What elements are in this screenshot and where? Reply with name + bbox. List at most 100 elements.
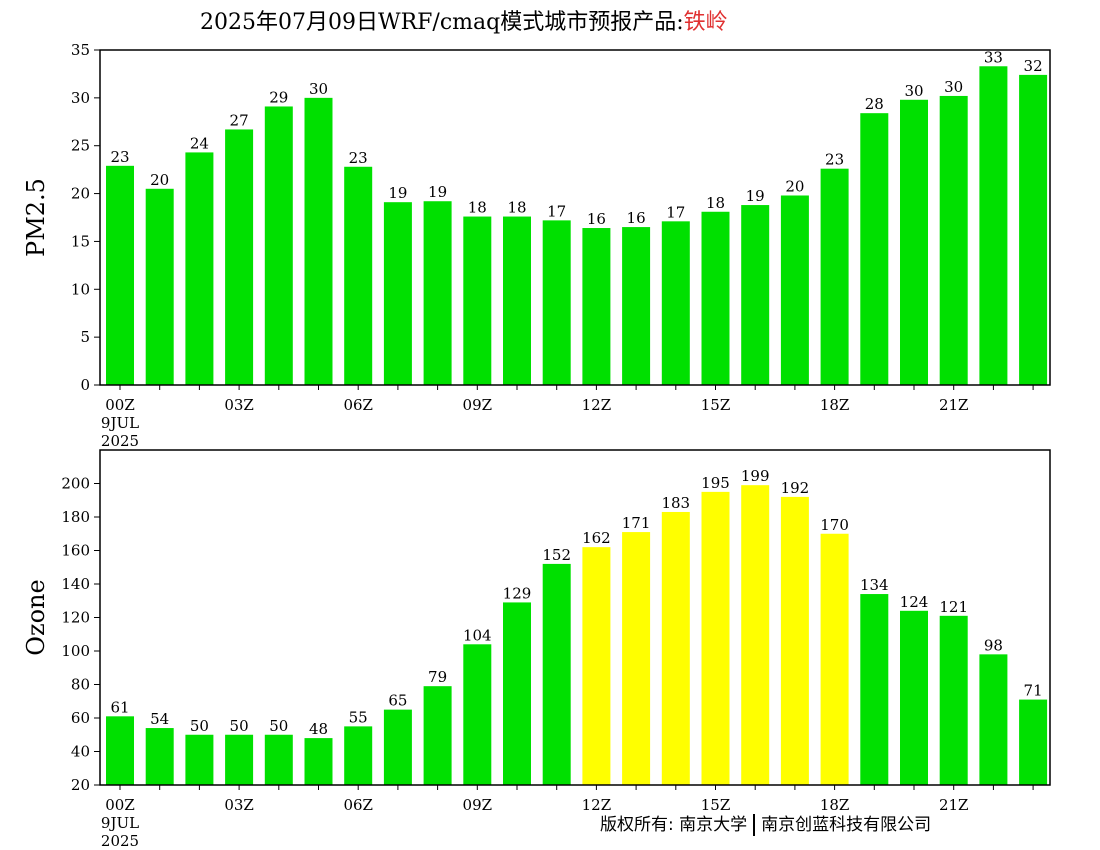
pm25-bar [106, 165, 134, 385]
ozone-value-label: 65 [388, 692, 407, 710]
ozone-panel: 61 54 50 50 50 48 55 65 79 104 129 152 162 171 183 195 1… [22, 449, 1051, 850]
pm25-value-label: 16 [587, 210, 606, 228]
copyright-right: 南京创蓝科技有限公司 [761, 815, 932, 835]
pm25-value-label: 24 [190, 134, 209, 152]
pm25-bar [145, 188, 174, 385]
ozone-bar [106, 716, 134, 785]
pm25-value-label: 23 [349, 149, 368, 167]
title-prefix: 2025年07月09日WRF/cmaq模式城市预报产品: [200, 10, 684, 35]
ozone-bar [503, 602, 531, 785]
pm25-bar [463, 216, 492, 385]
ozone-value-label: 104 [463, 626, 492, 644]
pm25-bar [304, 97, 333, 385]
ozone-y-axis-label: Ozone [22, 579, 50, 655]
pm25-value-label: 17 [547, 202, 566, 220]
ozone-bar [582, 547, 611, 785]
ozone-value-label: 171 [622, 514, 651, 532]
ozone-bar [463, 644, 492, 785]
pm25-x-tick-label: 18Z [820, 396, 850, 414]
copyright-left: 版权所有: 南京大学 [600, 815, 748, 835]
pm25-bar [661, 221, 690, 385]
ozone-value-label: 48 [309, 720, 328, 738]
ozone-x-tick-label: 21Z [939, 796, 969, 814]
pm25-value-label: 30 [904, 82, 923, 100]
ozone-value-label: 98 [984, 636, 1003, 654]
ozone-value-label: 134 [860, 576, 889, 594]
ozone-y-tick-label: 120 [61, 609, 90, 627]
ozone-bar [900, 610, 928, 785]
ozone-value-label: 162 [582, 529, 611, 547]
pm25-panel: 23 20 24 27 29 30 23 19 19 18 18 17 16 16 17 18 19 20 23 28… [22, 41, 1051, 450]
ozone-x-date-day: 9JUL [101, 814, 139, 832]
pm25-plot-frame [99, 49, 1051, 386]
ozone-value-label: 124 [900, 593, 929, 611]
title-city: 铁岭 [683, 10, 728, 35]
ozone-bar [185, 734, 214, 785]
pm25-bar [741, 205, 770, 385]
ozone-value-label: 50 [269, 717, 288, 735]
ozone-bar [622, 532, 651, 785]
pm25-x-tick-label: 21Z [939, 396, 969, 414]
pm25-bar [503, 216, 531, 385]
pm25-x-tick-label: 00Z [105, 396, 135, 414]
ozone-x-tick-label: 09Z [463, 796, 493, 814]
ozone-bar [701, 491, 730, 785]
pm25-bar [622, 227, 651, 385]
ozone-bar [939, 615, 968, 785]
ozone-bar [225, 734, 254, 785]
pm25-bar [423, 201, 452, 385]
ozone-y-tick-label: 160 [61, 542, 90, 560]
ozone-x-tick-label: 18Z [820, 796, 850, 814]
pm25-value-label: 18 [507, 199, 526, 217]
pm25-value-label: 18 [468, 199, 487, 217]
ozone-x-tick-label: 12Z [582, 796, 612, 814]
pm25-bar [820, 168, 849, 385]
ozone-value-label: 71 [1024, 682, 1043, 700]
ozone-bar [1019, 699, 1048, 785]
pm25-x-date-day: 9JUL [101, 414, 139, 432]
pm25-bar [979, 66, 1008, 386]
pm25-value-label: 17 [666, 203, 685, 221]
pm25-bar [860, 113, 889, 386]
pm25-y-tick-label: 5 [80, 328, 90, 346]
pm25-bar [344, 166, 373, 385]
pm25-y-tick-label: 15 [71, 232, 90, 250]
pm25-bar [939, 95, 968, 385]
ozone-bar [860, 594, 889, 785]
pm25-bar [225, 129, 254, 385]
ozone-bar [145, 728, 174, 785]
ozone-value-label: 152 [542, 546, 571, 564]
pm25-value-label: 23 [825, 151, 844, 169]
ozone-y-tick-label: 80 [71, 676, 90, 694]
pm25-y-tick-label: 20 [71, 185, 90, 203]
pm25-y-axis-label: PM2.5 [22, 178, 50, 257]
ozone-value-label: 129 [503, 584, 532, 602]
ozone-bar [820, 533, 849, 785]
ozone-x-date-year: 2025 [101, 832, 139, 850]
pm25-bar [383, 202, 412, 385]
ozone-bar [780, 496, 809, 785]
pm25-value-label: 19 [388, 184, 407, 202]
ozone-y-tick-label: 60 [71, 709, 90, 727]
ozone-y-tick-label: 40 [71, 743, 90, 761]
pm25-y-tick-label: 0 [80, 376, 90, 394]
pm25-value-label: 18 [706, 194, 725, 212]
pm25-y-tick-label: 25 [71, 137, 90, 155]
ozone-value-label: 170 [820, 516, 849, 534]
ozone-y-tick-label: 140 [61, 575, 90, 593]
ozone-bar [383, 709, 412, 785]
pm25-y-tick-label: 35 [71, 41, 90, 59]
ozone-bar [304, 738, 333, 785]
pm25-value-label: 30 [944, 78, 963, 96]
pm25-bar [780, 195, 809, 385]
ozone-bar [979, 654, 1008, 785]
pm25-value-label: 29 [269, 88, 288, 106]
pm25-x-tick-label: 03Z [224, 396, 254, 414]
ozone-value-label: 183 [661, 494, 690, 512]
pm25-value-label: 20 [785, 177, 804, 195]
pm25-x-tick-label: 09Z [463, 396, 493, 414]
ozone-bar [264, 734, 293, 785]
chart-title: 2025年07月09日WRF/cmaq模式城市预报产品:铁岭 [200, 4, 728, 36]
